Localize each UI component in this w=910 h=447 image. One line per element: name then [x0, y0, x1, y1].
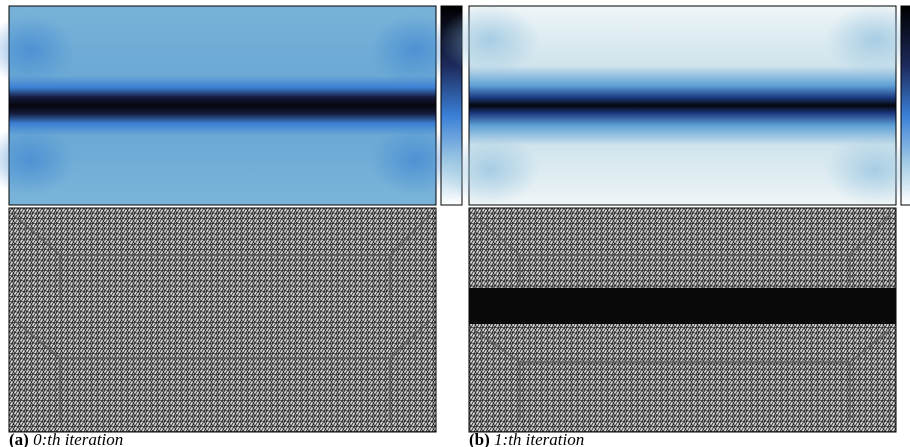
mesh-refined-band	[469, 288, 896, 324]
mesh	[9, 208, 436, 432]
caption-label: (b)	[469, 430, 490, 447]
caption-label: (a)	[9, 430, 29, 447]
heatmap-shade	[440, 135, 540, 205]
heatmap-shade	[440, 5, 540, 75]
colorbar	[901, 6, 910, 205]
caption: (a) 0:th iteration	[9, 430, 123, 447]
heatmap	[9, 6, 436, 205]
caption-text: 1:th iteration	[494, 430, 584, 447]
page: (a) 0:th iteration (b) 1:th iteration ((…	[0, 0, 910, 447]
caption: (b) 1:th iteration	[469, 430, 584, 447]
subfigure-b: (b) 1:th iteration	[440, 5, 910, 447]
subfigure-a: (a) 0:th iteration	[0, 6, 462, 447]
figure: (a) 0:th iteration (b) 1:th iteration	[0, 0, 910, 447]
caption-text: 0:th iteration	[33, 430, 123, 447]
